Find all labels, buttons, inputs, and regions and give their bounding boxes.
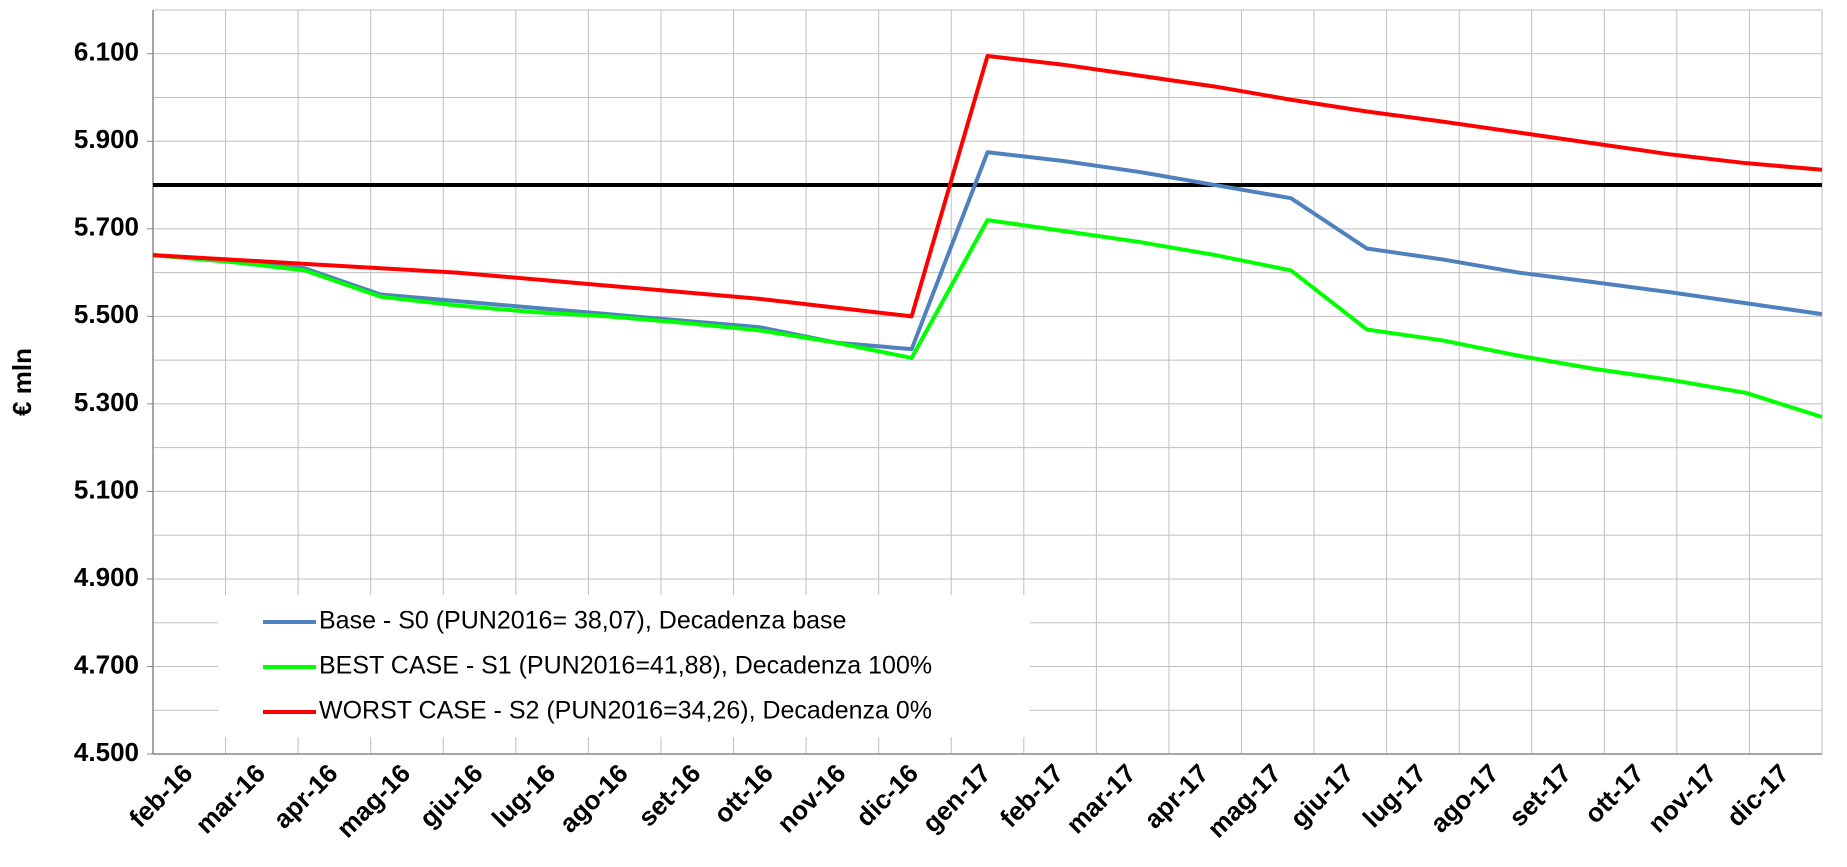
series-line <box>152 53 1823 319</box>
x-tick-label: dic-17 <box>1720 758 1794 832</box>
x-tick-label: nov-16 <box>771 758 851 838</box>
x-tick-label: ott-17 <box>1578 758 1649 829</box>
y-tick-label: 5.100 <box>74 474 139 504</box>
y-tick-label: 4.700 <box>74 649 139 679</box>
x-tick-label: mar-16 <box>189 758 271 840</box>
x-tick-label: nov-17 <box>1642 758 1722 838</box>
y-axis-label: € mln <box>7 348 37 416</box>
x-tick-label: mag-17 <box>1201 758 1287 844</box>
y-tick-label: 5.500 <box>74 299 139 329</box>
x-tick-label: ago-17 <box>1424 758 1504 838</box>
x-tick-label: mag-16 <box>330 758 416 844</box>
y-tick-label: 4.500 <box>74 737 139 767</box>
x-tick-label: lug-16 <box>486 758 561 833</box>
x-tick-label: giu-17 <box>1284 758 1359 833</box>
legend-box <box>218 595 1030 737</box>
y-tick-label: 5.300 <box>74 387 139 417</box>
y-tick-label: 5.700 <box>74 212 139 242</box>
x-tick-label: ago-16 <box>553 758 633 838</box>
legend-label: WORST CASE - S2 (PUN2016=34,26), Decaden… <box>319 697 932 725</box>
x-tick-label: mar-17 <box>1060 758 1142 840</box>
x-tick-label: set-16 <box>632 758 706 832</box>
legend-label: BEST CASE - S1 (PUN2016=41,88), Decadenz… <box>319 652 932 680</box>
x-tick-label: gen-17 <box>916 758 996 838</box>
series-line <box>152 150 1823 352</box>
y-tick-label: 5.900 <box>74 124 139 154</box>
x-tick-label: feb-16 <box>123 758 198 833</box>
y-tick-label: 6.100 <box>74 37 139 67</box>
x-tick-label: feb-17 <box>994 758 1069 833</box>
x-tick-label: dic-16 <box>850 758 924 832</box>
x-tick-label: set-17 <box>1503 758 1577 832</box>
y-tick-label: 4.900 <box>74 562 139 592</box>
legend-label: Base - S0 (PUN2016= 38,07), Decadenza ba… <box>319 607 846 635</box>
x-tick-label: lug-17 <box>1357 758 1432 833</box>
series-line <box>152 218 1823 419</box>
x-tick-label: ott-16 <box>708 758 779 829</box>
x-tick-label: giu-16 <box>413 758 488 833</box>
